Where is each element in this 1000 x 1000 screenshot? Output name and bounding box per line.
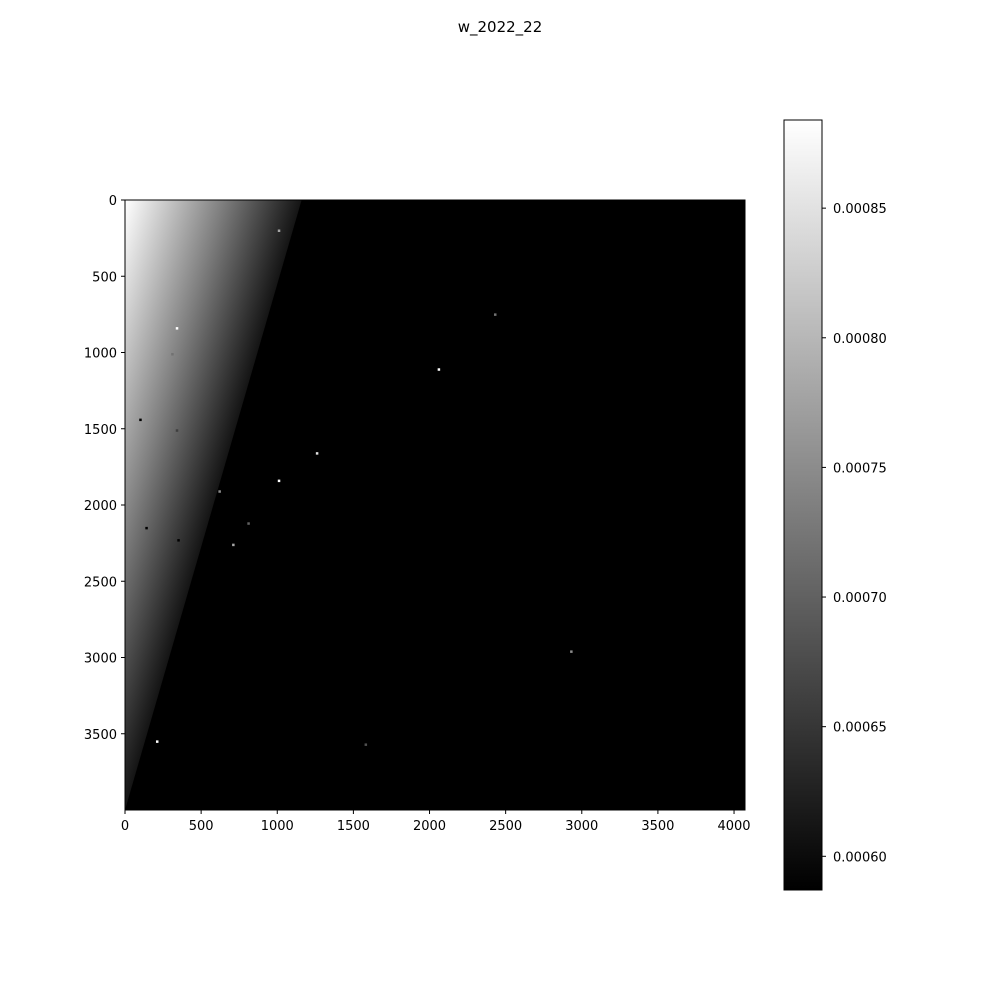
point-source — [155, 740, 159, 743]
colorbar-tick-label: 0.00070 — [833, 591, 887, 606]
colorbar-gradient — [783, 119, 823, 891]
x-tick-label: 3000 — [565, 819, 598, 834]
x-tick-label: 2500 — [489, 819, 522, 834]
y-tick-label: 2000 — [84, 499, 117, 514]
y-tick-label: 1500 — [84, 423, 117, 438]
x-tick-label: 1500 — [337, 819, 370, 834]
y-tick-label: 1000 — [84, 347, 117, 362]
point-source — [175, 327, 179, 330]
colorbar-axis: 0.00060 0.00065 0.00070 0.00075 0.00080 0.000… — [822, 202, 887, 865]
point-source — [570, 650, 573, 653]
point-source — [315, 452, 319, 455]
x-tick-label: 2000 — [413, 819, 446, 834]
colorbar: 0.00060 0.00065 0.00070 0.00075 0.00080 0.000… — [783, 119, 887, 891]
plot-area: 0 500 1000 1500 2000 2500 3000 3500 4000 0 500 100… — [84, 194, 751, 834]
colorbar-tick-label: 0.00080 — [833, 332, 887, 347]
point-source — [277, 479, 281, 483]
x-tick-label: 4000 — [717, 819, 750, 834]
point-source — [247, 522, 250, 525]
point-source — [364, 743, 368, 746]
x-tick-label: 500 — [189, 819, 214, 834]
x-axis: 0 500 1000 1500 2000 2500 3000 3500 4000 — [121, 810, 751, 834]
colorbar-tick-label: 0.00065 — [833, 721, 887, 736]
x-tick-label: 1000 — [261, 819, 294, 834]
point-source — [145, 526, 148, 530]
point-source — [232, 543, 235, 547]
y-tick-label: 500 — [92, 270, 117, 285]
point-source — [171, 353, 174, 356]
x-tick-label: 0 — [121, 819, 129, 834]
point-sources — [139, 229, 573, 746]
colorbar-tick-label: 0.00085 — [833, 202, 887, 217]
y-tick-label: 0 — [109, 194, 117, 209]
point-source — [437, 368, 441, 371]
bright-region — [125, 200, 302, 810]
y-tick-label: 2500 — [84, 575, 117, 590]
colorbar-tick-label: 0.00060 — [833, 850, 887, 865]
chart-title: w_2022_22 — [458, 18, 543, 37]
point-source — [139, 418, 142, 422]
point-source — [493, 313, 497, 316]
bright-wedge — [125, 200, 302, 810]
colorbar-tick-label: 0.00075 — [833, 461, 887, 476]
point-source — [177, 539, 180, 542]
point-source — [218, 490, 221, 493]
y-axis: 0 500 1000 1500 2000 2500 3000 3500 — [84, 194, 125, 743]
x-tick-label: 3500 — [641, 819, 674, 834]
point-source — [175, 429, 179, 432]
point-source — [277, 229, 281, 232]
y-tick-label: 3000 — [84, 652, 117, 667]
y-tick-label: 3500 — [84, 728, 117, 743]
